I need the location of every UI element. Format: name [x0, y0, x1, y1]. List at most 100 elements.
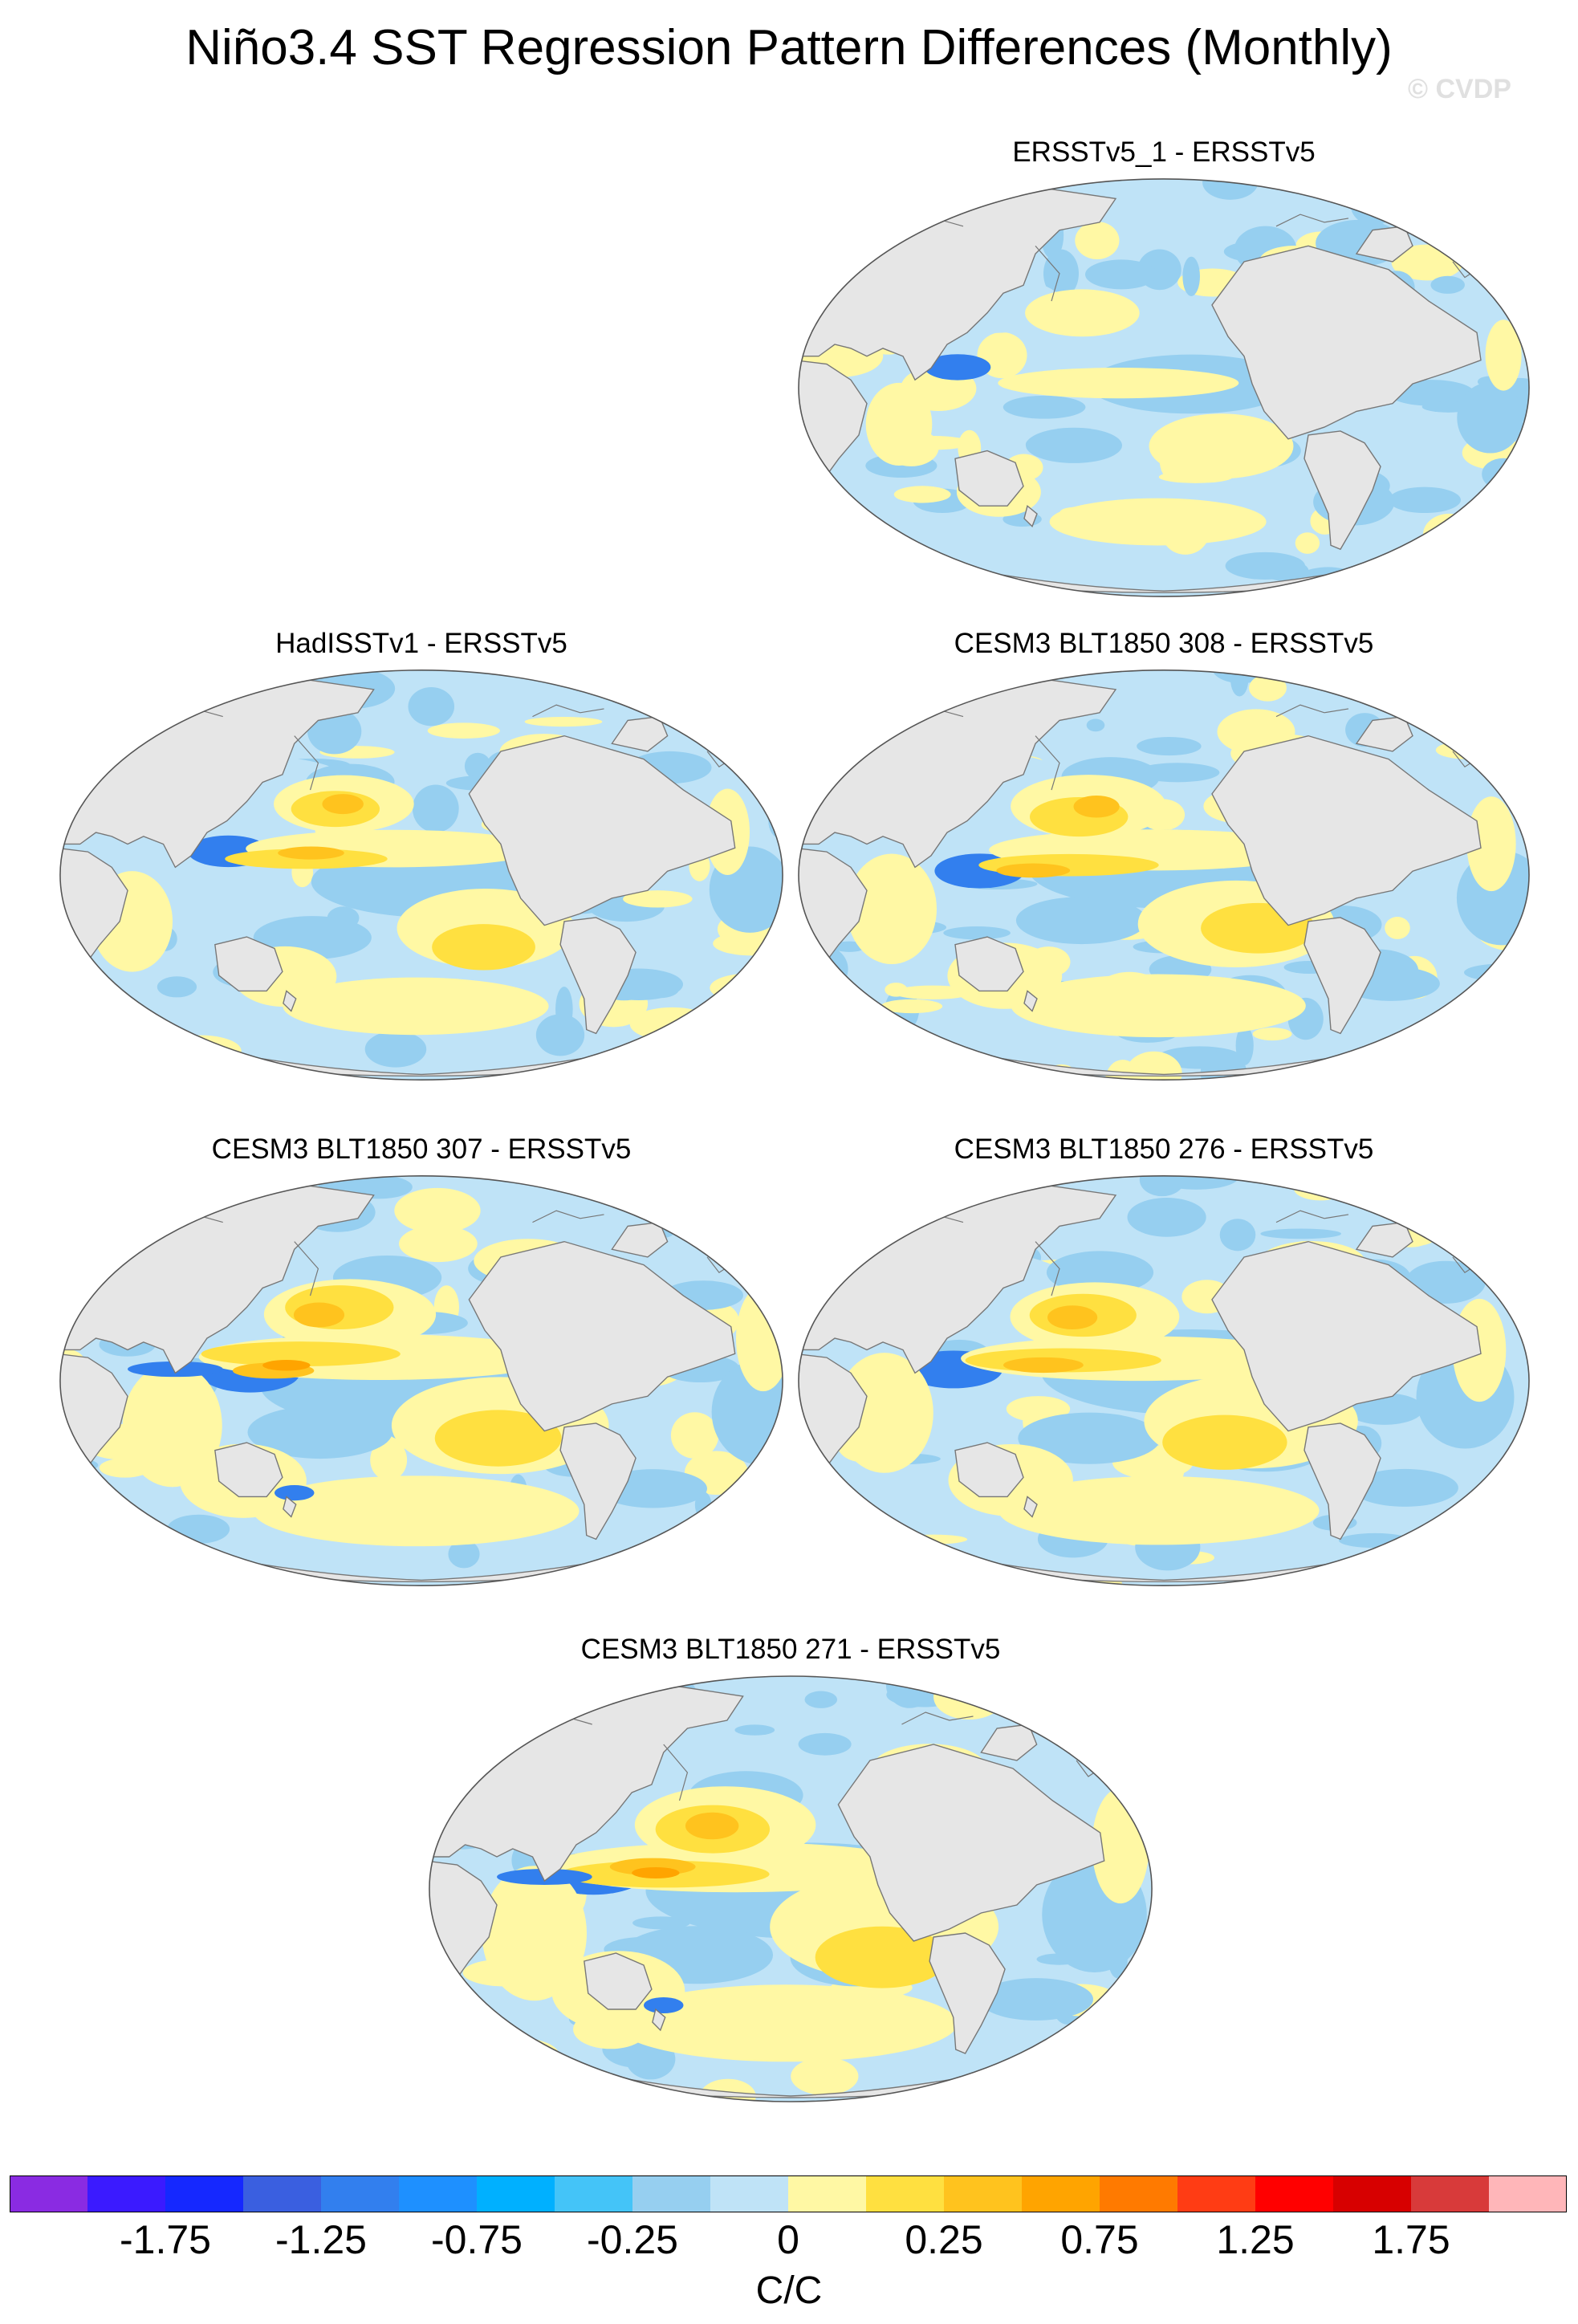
positive-anomaly-blob: [201, 1341, 401, 1366]
positive-anomaly-blob: [1149, 413, 1294, 479]
colorbar-swatch: [1100, 2175, 1178, 2212]
positive-anomaly-blob: [427, 722, 500, 739]
negative-anomaly-blob: [1351, 1468, 1458, 1507]
positive-anomaly-blob: [481, 1676, 552, 1707]
colorbar-frame: [10, 2175, 1567, 2212]
negative-anomaly-blob: [798, 1732, 852, 1756]
positive-anomaly-blob: [1252, 1028, 1292, 1041]
positive-anomaly-blob: [399, 1225, 478, 1263]
negative-anomaly-blob: [1137, 737, 1202, 756]
land-mass: [1355, 1221, 1413, 1258]
positive-anomaly-blob: [632, 1867, 680, 1878]
colorbar-swatch: [944, 2175, 1023, 2212]
negative-anomaly-blob: [1260, 1228, 1341, 1239]
positive-anomaly-blob: [129, 670, 181, 687]
colorbar-swatch: [1177, 2175, 1256, 2212]
colorbar-swatch: [866, 2175, 945, 2212]
positive-anomaly-blob: [394, 1187, 481, 1234]
positive-anomaly-blob: [836, 1175, 920, 1211]
positive-anomaly-blob: [996, 863, 1071, 878]
positive-anomaly-blob: [1249, 674, 1287, 702]
positive-anomaly-blob: [1461, 1196, 1502, 1215]
land-mass: [1303, 917, 1381, 1035]
positive-anomaly-blob: [893, 486, 951, 503]
positive-anomaly-blob: [1466, 796, 1516, 892]
world-map: [59, 670, 783, 1081]
colorbar-swatch: [555, 2175, 633, 2212]
positive-anomaly-blob: [886, 190, 952, 207]
land-mass: [837, 1744, 1105, 1942]
negative-anomaly-blob: [666, 1186, 726, 1200]
land-mass: [214, 1442, 283, 1498]
negative-anomaly-blob: [799, 564, 852, 581]
positive-anomaly-blob: [738, 1053, 775, 1076]
map-border: [798, 178, 1530, 597]
positive-anomaly-blob: [629, 1007, 715, 1041]
positive-anomaly-blob: [799, 1536, 841, 1552]
negative-anomaly-blob: [275, 1485, 315, 1501]
coastline: [294, 735, 319, 791]
negative-anomaly-blob: [59, 686, 124, 711]
negative-anomaly-blob: [1127, 1197, 1206, 1237]
world-map: [798, 670, 1530, 1081]
positive-anomaly-blob: [998, 1475, 1320, 1545]
positive-anomaly-blob: [721, 672, 765, 685]
negative-anomaly-blob: [535, 1014, 585, 1056]
coastline: [1275, 704, 1349, 718]
positive-anomaly-blob: [614, 1984, 958, 2062]
land-mass: [1023, 990, 1038, 1012]
positive-anomaly-blob: [1047, 1305, 1098, 1330]
positive-anomaly-blob: [541, 1676, 620, 1702]
colorbar-swatch: [1333, 2175, 1412, 2212]
colorbar-swatch: [399, 2175, 478, 2212]
world-map: [429, 1675, 1153, 2102]
positive-anomaly-blob: [122, 1363, 222, 1488]
land-mass: [283, 990, 297, 1012]
land-mass: [1023, 1496, 1038, 1518]
negative-anomaly-blob: [59, 670, 86, 698]
land-mass: [1211, 735, 1482, 926]
positive-anomaly-blob: [283, 977, 549, 1036]
positive-anomaly-blob: [161, 1035, 242, 1068]
coastline: [663, 1744, 689, 1801]
land-mass: [652, 2008, 666, 2032]
negative-anomaly-blob: [1003, 395, 1086, 419]
negative-anomaly-blob: [1373, 1175, 1430, 1194]
land-mass: [929, 1932, 1006, 2054]
positive-anomaly-blob: [199, 1566, 267, 1582]
negative-anomaly-blob: [448, 1540, 480, 1569]
negative-anomaly-blob: [129, 1226, 160, 1243]
land-mass: [214, 936, 283, 992]
colorbar-swatch: [87, 2175, 166, 2212]
colorbar-tick-label: -1.25: [275, 2217, 367, 2262]
positive-anomaly-blob: [1485, 319, 1522, 391]
positive-anomaly-blob: [1003, 1357, 1084, 1374]
land-mass: [1211, 245, 1482, 440]
negative-anomaly-blob: [1085, 259, 1157, 290]
positive-anomaly-blob: [1293, 1176, 1348, 1201]
colorbar-swatch: [788, 2175, 867, 2212]
coastline: [532, 704, 604, 718]
negative-anomaly-blob: [821, 692, 847, 722]
positive-anomaly-blob: [262, 1360, 311, 1371]
negative-anomaly-blob: [1182, 256, 1200, 296]
colorbar-labels: -1.75 -1.25 -0.75 -0.25 0 0.25 0.75 1.25 1.75: [0, 2217, 1578, 2265]
positive-anomaly-blob: [527, 1680, 575, 1709]
negative-anomaly-blob: [1261, 560, 1309, 581]
positive-anomaly-blob: [278, 846, 344, 860]
colorbar-swatch: [10, 2175, 88, 2212]
negative-anomaly-blob: [799, 670, 849, 675]
positive-anomaly-blob: [1104, 1060, 1141, 1081]
positive-anomaly-blob: [1049, 498, 1267, 546]
negative-anomaly-blob: [799, 1185, 830, 1215]
positive-anomaly-blob: [1423, 513, 1476, 556]
negative-anomaly-blob: [1043, 249, 1079, 298]
positive-anomaly-blob: [516, 670, 550, 677]
colorbar: [10, 2175, 1567, 2212]
negative-anomaly-blob: [412, 784, 459, 833]
land-mass: [980, 1724, 1038, 1761]
coastline: [1035, 1241, 1060, 1296]
positive-anomaly-blob: [1073, 796, 1120, 818]
positive-anomaly-blob: [710, 973, 783, 1003]
world-map: [798, 178, 1530, 597]
